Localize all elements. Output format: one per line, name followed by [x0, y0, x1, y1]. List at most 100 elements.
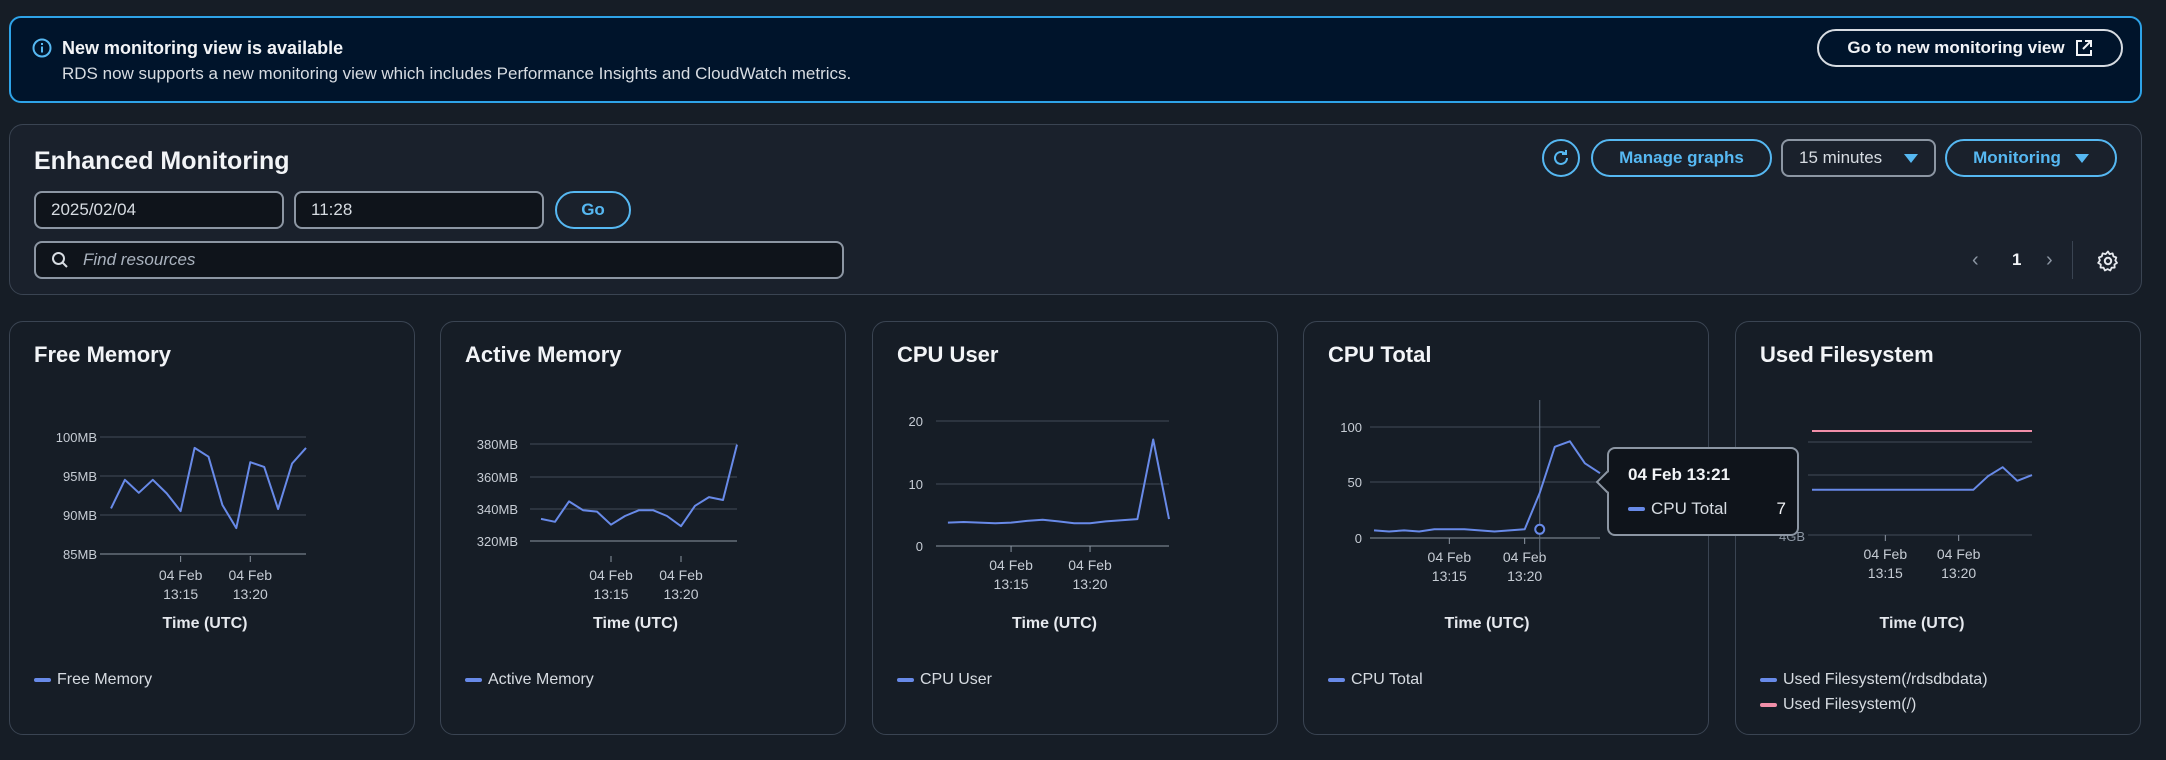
- free-memory-legend: Free Memory: [34, 671, 152, 689]
- x-tick-label: 13:15: [994, 576, 1029, 592]
- go-to-new-monitoring-button[interactable]: Go to new monitoring view: [1817, 29, 2123, 67]
- search-icon: [52, 252, 68, 268]
- refresh-button[interactable]: [1542, 139, 1580, 177]
- gear-icon[interactable]: [2096, 249, 2120, 273]
- cpu-total-plot: 100 50 0 04 Feb 13:15 04 Feb 13:20 Time (UTC): [1340, 400, 1601, 632]
- time-range-select[interactable]: 15 minutes: [1781, 139, 1936, 177]
- tooltip-title: 04 Feb 13:21: [1628, 465, 1731, 484]
- x-tick-label: 13:20: [1507, 568, 1542, 584]
- x-tick-label: 13:20: [233, 586, 268, 602]
- used-filesystem-title: Used Filesystem: [1760, 342, 1934, 367]
- tooltip-series: CPU Total: [1651, 499, 1728, 518]
- y-tick-label: 100: [1340, 420, 1362, 435]
- x-tick-label: 13:15: [593, 586, 628, 602]
- x-axis-title: Time (UTC): [1444, 615, 1529, 632]
- y-tick-label: 10: [909, 477, 923, 492]
- x-tick-label: 04 Feb: [1428, 549, 1472, 565]
- tooltip-swatch: [1628, 507, 1645, 511]
- chevron-right-icon: ›: [2046, 248, 2053, 271]
- x-axis-title: Time (UTC): [593, 615, 678, 632]
- y-tick-label: 20: [909, 414, 923, 429]
- pager-divider: [2072, 241, 2073, 279]
- x-tick-label: 04 Feb: [1864, 546, 1908, 562]
- active-memory-chart[interactable]: 380MB 360MB 340MB 320MB 04 Feb 13:15 04 Feb 13:…: [441, 322, 847, 736]
- series-line-1: [947, 438, 1170, 525]
- date-input[interactable]: 2025/02/04: [34, 191, 284, 229]
- used-filesystem-legend-data: Used Filesystem(/rdsdbdata): [1760, 671, 1988, 689]
- x-tick-label: 13:15: [1432, 568, 1467, 584]
- x-tick-label: 04 Feb: [589, 567, 633, 583]
- cpu-total-chart[interactable]: 100 50 0 04 Feb 13:15 04 Feb 13:20 Time (UTC): [1304, 322, 1710, 736]
- x-tick-label: 13:20: [1073, 576, 1108, 592]
- legend-label: CPU Total: [1351, 671, 1423, 688]
- enhanced-monitoring-panel: Enhanced Monitoring 2025/02/04 11:28 Go …: [9, 124, 2142, 295]
- page-1-button[interactable]: 1: [2012, 241, 2021, 279]
- free-memory-chart[interactable]: 100MB 95MB 90MB 85MB 04 Feb 13:15 04 Feb 13:20 T…: [10, 322, 416, 736]
- search-input[interactable]: Find resources: [34, 241, 844, 279]
- search-placeholder: Find resources: [83, 250, 196, 269]
- series-line-1: [1812, 466, 2033, 491]
- info-banner: New monitoring view is available RDS now…: [9, 16, 2142, 103]
- free-memory-title: Free Memory: [34, 342, 171, 367]
- cpu-user-title: CPU User: [897, 342, 999, 367]
- x-tick-label: 13:15: [1868, 565, 1903, 581]
- x-tick-label: 04 Feb: [1503, 549, 1547, 565]
- page-title: Enhanced Monitoring: [34, 147, 290, 175]
- x-tick-label: 13:20: [1941, 565, 1976, 581]
- cpu-total-title: CPU Total: [1328, 342, 1432, 367]
- cpu-total-legend: CPU Total: [1328, 671, 1423, 689]
- time-input[interactable]: 11:28: [294, 191, 544, 229]
- x-axis-title: Time (UTC): [162, 615, 247, 632]
- active-memory-card: Active Memory 380MB 360MB 340MB 320MB 04 Feb…: [440, 321, 846, 735]
- manage-graphs-label: Manage graphs: [1619, 148, 1744, 167]
- highlight-point: [1534, 523, 1546, 535]
- legend-label: CPU User: [920, 671, 993, 688]
- series-line-1: [110, 446, 307, 530]
- date-input-value: 2025/02/04: [51, 200, 137, 219]
- x-tick-label: 04 Feb: [228, 567, 272, 583]
- refresh-icon: [1554, 150, 1568, 165]
- go-button-label: Go: [581, 200, 605, 219]
- go-button[interactable]: Go: [555, 191, 631, 229]
- caret-down-icon: [1904, 153, 1919, 163]
- info-icon: [32, 38, 52, 58]
- next-page-button[interactable]: ›: [2046, 241, 2053, 279]
- tooltip-value: 7: [1776, 499, 1786, 518]
- banner-text: RDS now supports a new monitoring view w…: [62, 64, 852, 83]
- x-tick-label: 04 Feb: [989, 557, 1033, 573]
- manage-graphs-button[interactable]: Manage graphs: [1591, 139, 1772, 177]
- y-tick-label: 90MB: [63, 508, 97, 523]
- legend-label: Active Memory: [488, 671, 594, 688]
- x-tick-label: 13:15: [163, 586, 198, 602]
- x-tick-label: 13:20: [663, 586, 698, 602]
- x-axis-title: Time (UTC): [1012, 615, 1097, 632]
- y-tick-label: 85MB: [63, 547, 97, 562]
- active-memory-title: Active Memory: [465, 342, 622, 367]
- page-number: 1: [2012, 250, 2022, 269]
- x-tick-label: 04 Feb: [159, 567, 203, 583]
- legend-label: Used Filesystem(/): [1783, 696, 1917, 713]
- y-tick-label: 50: [1348, 475, 1362, 490]
- active-memory-legend: Active Memory: [465, 671, 594, 689]
- cpu-user-chart[interactable]: 20 10 0 04 Feb 13:15 04 Feb 13:20 Time (UTC): [873, 322, 1279, 736]
- x-tick-label: 04 Feb: [1068, 557, 1112, 573]
- external-link-icon: [2075, 40, 2092, 56]
- used-filesystem-card: Used Filesystem 4GB 04 Feb 13:15 04 Feb 13:2…: [1735, 321, 2141, 735]
- cpu-user-plot: 20 10 0 04 Feb 13:15 04 Feb 13:20 Time (UTC): [909, 414, 1170, 632]
- y-tick-label: 95MB: [63, 469, 97, 484]
- time-range-value: 15 minutes: [1799, 148, 1883, 167]
- monitoring-dropdown-button[interactable]: Monitoring: [1945, 139, 2117, 177]
- x-tick-label: 04 Feb: [1937, 546, 1981, 562]
- y-tick-label: 360MB: [477, 470, 518, 485]
- cpu-user-card: CPU User 20 10 0 04 Feb 13:15 04 Feb 13:20 Time…: [872, 321, 1278, 735]
- x-axis-title: Time (UTC): [1879, 615, 1964, 632]
- y-tick-label: 380MB: [477, 437, 518, 452]
- used-filesystem-legend-root: Used Filesystem(/): [1760, 696, 1916, 714]
- chart-tooltip: 04 Feb 13:21 CPU Total 7: [1595, 447, 1799, 536]
- y-tick-label: 100MB: [56, 430, 97, 445]
- y-tick-label: 340MB: [477, 502, 518, 517]
- legend-label: Used Filesystem(/rdsdbdata): [1783, 671, 1988, 688]
- previous-page-button[interactable]: ‹: [1972, 241, 1979, 279]
